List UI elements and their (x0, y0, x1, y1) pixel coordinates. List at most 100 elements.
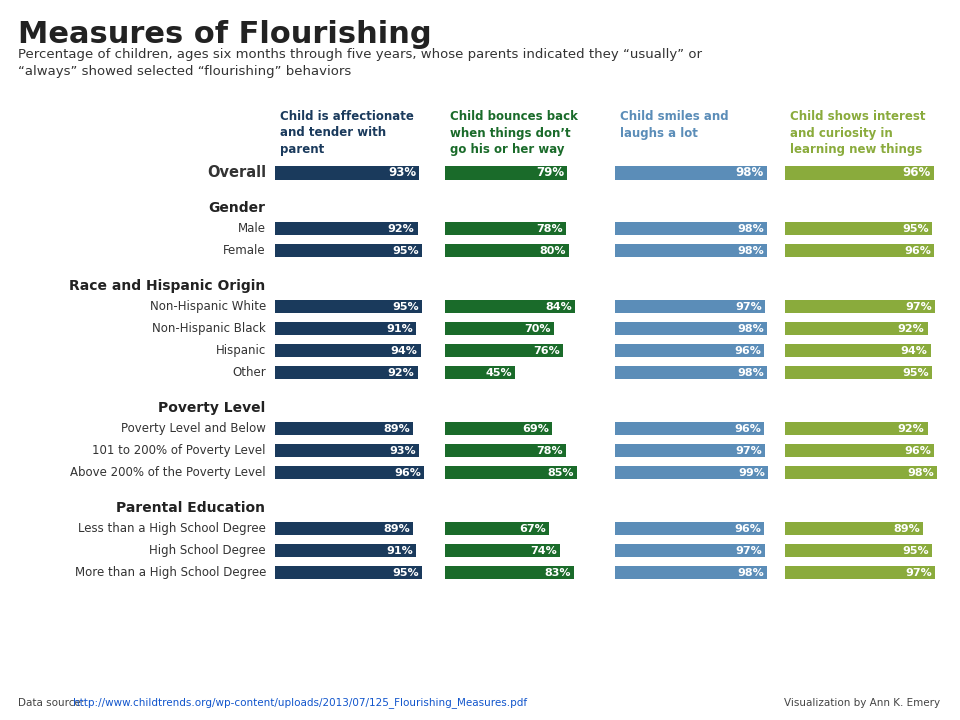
Text: Male: Male (238, 222, 266, 235)
FancyBboxPatch shape (445, 323, 554, 336)
Text: 96%: 96% (904, 246, 931, 256)
Text: 93%: 93% (388, 166, 416, 179)
Text: 89%: 89% (383, 523, 410, 534)
Text: Percentage of children, ages six months through five years, whose parents indica: Percentage of children, ages six months … (18, 48, 702, 78)
FancyBboxPatch shape (615, 467, 768, 480)
Text: Child shows interest
and curiosity in
learning new things: Child shows interest and curiosity in le… (790, 110, 925, 156)
FancyBboxPatch shape (445, 244, 569, 257)
Text: Non-Hispanic White: Non-Hispanic White (150, 300, 266, 313)
Text: 97%: 97% (735, 446, 762, 456)
Text: Hispanic: Hispanic (216, 344, 266, 357)
FancyBboxPatch shape (615, 544, 765, 557)
Text: Child bounces back
when things don’t
go his or her way: Child bounces back when things don’t go … (450, 110, 578, 156)
FancyBboxPatch shape (275, 344, 420, 357)
Text: Child smiles and
laughs a lot: Child smiles and laughs a lot (620, 110, 729, 140)
Text: Above 200% of the Poverty Level: Above 200% of the Poverty Level (70, 467, 266, 480)
Text: 94%: 94% (391, 346, 418, 356)
Text: 95%: 95% (902, 546, 929, 556)
Text: 97%: 97% (735, 546, 762, 556)
FancyBboxPatch shape (615, 166, 767, 180)
Text: 95%: 95% (902, 368, 929, 378)
FancyBboxPatch shape (445, 300, 575, 313)
FancyBboxPatch shape (785, 467, 937, 480)
Text: 101 to 200% of Poverty Level: 101 to 200% of Poverty Level (92, 444, 266, 457)
FancyBboxPatch shape (275, 544, 416, 557)
FancyBboxPatch shape (275, 522, 413, 535)
Text: 92%: 92% (388, 224, 415, 234)
FancyBboxPatch shape (445, 566, 574, 579)
Text: Child is affectionate
and tender with
parent: Child is affectionate and tender with pa… (280, 110, 414, 156)
Text: 94%: 94% (900, 346, 927, 356)
FancyBboxPatch shape (445, 522, 549, 535)
FancyBboxPatch shape (785, 344, 930, 357)
FancyBboxPatch shape (275, 366, 418, 379)
Text: 96%: 96% (902, 166, 931, 179)
Text: 96%: 96% (394, 468, 420, 477)
Text: 95%: 95% (393, 567, 420, 577)
Text: 89%: 89% (383, 423, 410, 433)
Text: 96%: 96% (904, 446, 931, 456)
FancyBboxPatch shape (785, 544, 932, 557)
FancyBboxPatch shape (445, 166, 567, 180)
Text: Measures of Flourishing: Measures of Flourishing (18, 20, 432, 49)
Text: 70%: 70% (524, 324, 550, 333)
FancyBboxPatch shape (785, 366, 932, 379)
Text: 98%: 98% (737, 224, 764, 234)
FancyBboxPatch shape (275, 300, 422, 313)
FancyBboxPatch shape (275, 244, 422, 257)
FancyBboxPatch shape (615, 300, 765, 313)
Text: Less than a High School Degree: Less than a High School Degree (78, 522, 266, 535)
FancyBboxPatch shape (615, 522, 764, 535)
Text: 78%: 78% (537, 446, 563, 456)
FancyBboxPatch shape (615, 444, 765, 457)
Text: 95%: 95% (393, 246, 420, 256)
FancyBboxPatch shape (615, 323, 767, 336)
FancyBboxPatch shape (445, 366, 515, 379)
FancyBboxPatch shape (445, 344, 563, 357)
Text: 67%: 67% (519, 523, 546, 534)
Text: 98%: 98% (907, 468, 934, 477)
FancyBboxPatch shape (785, 522, 923, 535)
Text: 76%: 76% (533, 346, 560, 356)
Text: 98%: 98% (737, 246, 764, 256)
Text: 92%: 92% (898, 324, 924, 333)
Text: Gender: Gender (208, 201, 265, 215)
Text: 84%: 84% (545, 302, 572, 312)
Text: More than a High School Degree: More than a High School Degree (75, 566, 266, 579)
FancyBboxPatch shape (615, 222, 767, 235)
FancyBboxPatch shape (445, 544, 560, 557)
FancyBboxPatch shape (785, 323, 927, 336)
FancyBboxPatch shape (275, 222, 418, 235)
Text: Race and Hispanic Origin: Race and Hispanic Origin (69, 279, 265, 293)
Text: 98%: 98% (737, 368, 764, 378)
Text: 96%: 96% (734, 346, 760, 356)
Text: High School Degree: High School Degree (150, 544, 266, 557)
Text: 97%: 97% (735, 302, 762, 312)
FancyBboxPatch shape (785, 222, 932, 235)
FancyBboxPatch shape (785, 300, 935, 313)
Text: 89%: 89% (893, 523, 920, 534)
FancyBboxPatch shape (785, 166, 934, 180)
Text: 91%: 91% (386, 324, 413, 333)
Text: 91%: 91% (386, 546, 413, 556)
Text: 92%: 92% (898, 423, 924, 433)
Text: 98%: 98% (735, 166, 764, 179)
FancyBboxPatch shape (275, 422, 413, 435)
Text: Poverty Level: Poverty Level (157, 401, 265, 415)
Text: Parental Education: Parental Education (116, 501, 265, 515)
FancyBboxPatch shape (445, 444, 565, 457)
FancyBboxPatch shape (445, 222, 565, 235)
Text: Poverty Level and Below: Poverty Level and Below (121, 422, 266, 435)
FancyBboxPatch shape (615, 244, 767, 257)
Text: 95%: 95% (902, 224, 929, 234)
FancyBboxPatch shape (615, 566, 767, 579)
Text: 78%: 78% (537, 224, 563, 234)
Text: 69%: 69% (522, 423, 549, 433)
Text: 98%: 98% (737, 324, 764, 333)
FancyBboxPatch shape (785, 244, 934, 257)
Text: Data source:: Data source: (18, 698, 87, 708)
Text: 85%: 85% (547, 468, 574, 477)
Text: 99%: 99% (738, 468, 765, 477)
FancyBboxPatch shape (785, 566, 935, 579)
Text: 97%: 97% (905, 567, 932, 577)
